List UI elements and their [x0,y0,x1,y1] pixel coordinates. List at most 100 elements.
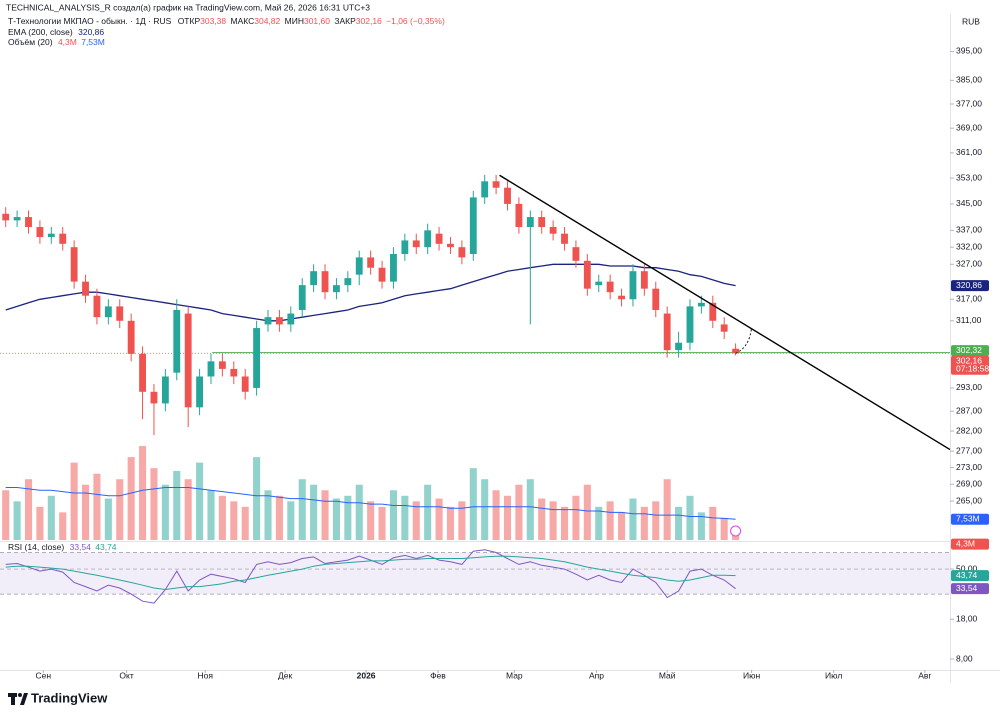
candle-body [640,271,648,289]
candle-body [310,271,318,286]
candle-body [104,306,112,318]
high-label: МАКС [231,16,255,26]
volume-bar [481,479,489,540]
candle-body [595,281,603,286]
volume-bar [127,457,135,540]
candle-body [344,278,352,286]
close-value: 302,16 [356,16,382,26]
volume-bar [458,501,466,540]
volume-bar [503,495,512,540]
y-tick-label: 369,00 [956,122,982,132]
candle-body [424,230,432,248]
x-tick-label: Фев [430,670,446,680]
volume-ma-line [5,487,736,520]
volume-axis-label: 4,3M [956,538,975,548]
footer-brand: TradingView [31,690,108,705]
candle-body [447,243,454,248]
volume-bar [446,506,455,540]
legend-ema: EMA (200, close) 320,86 [8,27,104,37]
candle-body [196,376,204,408]
volume-bar [310,484,318,540]
change: −1,06 [386,16,408,26]
y-tick-label: 361,00 [956,147,982,157]
open-value: 303,38 [200,16,226,26]
candle-body [161,376,169,404]
candle-body [709,302,717,321]
volume-bar [287,501,295,540]
y-tick-label: 345,00 [956,198,982,208]
open-label: ОТКР [178,16,201,26]
candle-body [697,302,705,307]
volume-bar [81,484,90,540]
candle-body [583,260,591,289]
header: TECHNICAL_ANALYSIS_R создал(а) график на… [6,2,370,12]
trend-line [499,174,951,451]
y-tick-label: 353,00 [956,172,982,182]
volume-bar [469,468,477,540]
y-tick-label: 317,00 [956,294,982,304]
level-axis-label-box [951,345,989,357]
y-tick-label: 395,00 [956,46,982,56]
x-tick-label: Мар [506,670,523,680]
x-tick-label: Июл [825,670,842,680]
candle-body [82,281,89,296]
candle-body [390,253,397,282]
projection-arrow [735,327,753,354]
volume-value: 4,3M [58,37,77,47]
candle-body [663,313,671,351]
candle-body [321,271,329,293]
volume-ma-axis-label: 7,53M [956,513,980,523]
volume-bar [93,473,101,540]
volume-bar [161,484,169,540]
volume-bar [344,495,352,540]
volume-bar [572,495,580,540]
volume-bar [389,490,397,540]
candle-body [241,376,249,392]
candle-body [606,281,614,293]
y-tick-label: 277,00 [956,445,982,455]
candle-body [25,217,32,228]
volume-bar [583,484,591,540]
logo-part [8,693,17,697]
event-marker [730,525,742,537]
volume-bar [36,506,44,540]
volume-bar [196,462,204,540]
candle-body [675,342,682,351]
volume-bar [435,498,443,540]
volume-bar [59,512,67,540]
y-tick-label: 327,00 [956,259,982,269]
volume-bar [606,501,614,540]
rsi-ma-line [5,555,736,591]
rsi-axis-label-box [951,583,989,595]
candle-body [629,271,637,300]
volume-bar [640,506,648,540]
volume-bar [230,501,238,540]
volume-bar [116,479,124,540]
volume-bar [184,479,192,540]
x-tick-label: Окт [119,670,133,680]
y-tick-label: 269,00 [956,478,982,488]
candle-body [70,247,78,282]
y-tick-label: 377,00 [956,98,982,108]
x-tick-label: Сен [36,670,52,680]
volume-bar [13,501,21,540]
ema-line [5,263,736,322]
change-pct: (−0,35%) [410,16,445,26]
candle-body [481,181,489,198]
rsi-axis-label: 33,54 [956,583,978,593]
volume-bar [264,490,272,540]
candle-body [139,353,146,392]
rsi-ma-axis-label-box [951,570,989,582]
y-tick-label: 337,00 [956,225,982,235]
rsi-y-tick-label: 8,00 [956,653,973,663]
volume-bar [207,490,215,540]
candle-body [253,328,261,388]
candle-body [275,317,283,325]
y-tick-label: 385,00 [956,75,982,85]
volume-bar [515,484,523,540]
candle-body [230,368,238,377]
volume-bar [104,498,112,540]
candle-body [561,233,568,244]
ema-axis-label: 320,86 [956,280,982,290]
candle-body [515,203,523,228]
